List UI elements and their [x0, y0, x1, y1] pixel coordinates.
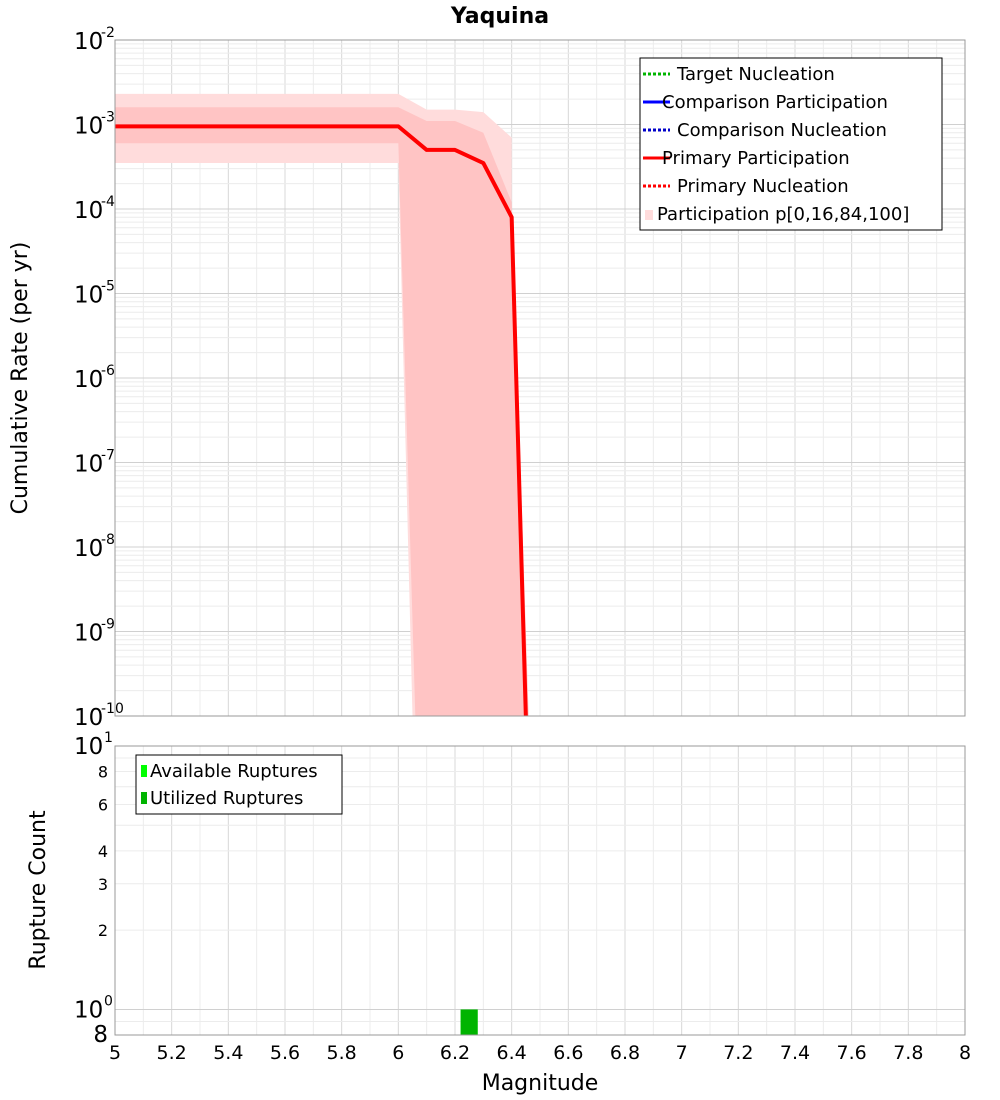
band-inner [115, 107, 529, 717]
y-tick-label: 10 [74, 367, 103, 393]
y-tick-label: 6 [98, 795, 108, 814]
x-tick-label: 7.4 [780, 1042, 810, 1064]
participation-bands [115, 93, 529, 717]
y-tick-exponent: -8 [101, 532, 115, 548]
y-tick-major-label: 10 [74, 734, 103, 760]
y-tick-label: 4 [98, 842, 108, 861]
x-tick-label: 7 [676, 1042, 688, 1064]
x-tick-label: 5 [109, 1042, 121, 1064]
x-tick-label: 6.4 [497, 1042, 527, 1064]
series-primary-nucleation [115, 125, 527, 717]
y-tick-exponent: -10 [101, 701, 124, 717]
legend-label: Utilized Ruptures [150, 788, 303, 809]
y-tick-exponent: 1 [104, 730, 113, 746]
y-tick-exponent: -7 [101, 448, 115, 464]
rupture-legend-box [135, 754, 343, 815]
y-tick-label: 10 [74, 198, 103, 224]
x-tick-label: 7.8 [893, 1042, 923, 1064]
y-tick-exponent: -5 [101, 279, 115, 295]
x-tick-label: 7.2 [723, 1042, 753, 1064]
legend-label: Target Nucleation [676, 64, 835, 85]
y-tick-exponent: -2 [101, 25, 115, 41]
y-tick-label: 10 [74, 621, 103, 647]
x-tick-label: 7.6 [837, 1042, 867, 1064]
y-tick-label: 10 [74, 536, 103, 562]
legend-label: Comparison Nucleation [677, 120, 887, 141]
rate-y-axis-label: Cumulative Rate (per yr) [8, 242, 33, 515]
y-tick-exponent: 0 [104, 993, 113, 1009]
y-tick-label: 10 [74, 283, 103, 309]
x-tick-label: 5.4 [213, 1042, 243, 1064]
rate-plot-frame [114, 39, 966, 717]
y-tick-label: 10 [74, 705, 103, 731]
rate-legend: Target Nucleation Comparison Participatio… [639, 57, 943, 231]
y-tick-exponent: -6 [101, 363, 115, 379]
rate-plot: 10-210-310-410-510-610-710-810-910-10 Cu… [8, 25, 966, 731]
rupture-y-axis-label: Rupture Count [26, 810, 51, 970]
x-tick-label: 5.2 [157, 1042, 187, 1064]
legend-label: Participation p[0,16,84,100] [657, 204, 909, 225]
legend-label: Comparison Participation [662, 92, 888, 113]
rate-legend-box [639, 57, 943, 231]
y-tick-exponent: -9 [101, 617, 115, 633]
x-tick-label: 5.6 [270, 1042, 300, 1064]
magnitude-x-ticks: 5 5.2 5.4 5.6 5.8 6 6.2 6.4 6.6 6.8 7 7.2 7.4 7.6 7.8 8 [109, 1042, 971, 1064]
rate-y-ticks: 10-210-310-410-510-610-710-810-910-10 [74, 25, 124, 731]
x-tick-label: 6.8 [610, 1042, 640, 1064]
legend-label: Available Ruptures [150, 761, 318, 782]
legend-swatch-bar [141, 792, 147, 804]
x-tick-label: 6 [392, 1042, 404, 1064]
x-tick-label: 8 [959, 1042, 971, 1064]
y-tick-label: 2 [98, 921, 108, 940]
rate-series-lines [115, 124, 528, 717]
legend-swatch-bar [141, 765, 147, 777]
y-tick-label: 8 [98, 763, 108, 782]
x-tick-label: 6.2 [440, 1042, 470, 1064]
legend-label: Primary Participation [662, 148, 850, 169]
y-tick-exponent: -4 [101, 194, 115, 210]
y-tick-label: 3 [98, 875, 108, 894]
x-tick-label: 6.6 [553, 1042, 583, 1064]
rupture-plot-frame [114, 745, 966, 1036]
bar-utilized-ruptures [460, 1009, 478, 1035]
x-tick-label: 5.8 [327, 1042, 357, 1064]
y-tick-label: 8 [93, 1022, 108, 1048]
y-tick-label: 10 [74, 452, 103, 478]
chart-title: Yaquina [450, 4, 549, 29]
x-axis-label: Magnitude [482, 1071, 599, 1096]
y-tick-exponent: -3 [101, 110, 115, 126]
y-tick-label: 10 [74, 29, 103, 55]
y-tick-label: 10 [74, 114, 103, 140]
rupture-legend: Available Ruptures Utilized Ruptures [135, 754, 343, 815]
legend-label: Primary Nucleation [677, 176, 849, 197]
legend-swatch-band [645, 210, 653, 220]
y-tick-major-label: 10 [74, 997, 103, 1023]
rupture-bars [460, 1009, 478, 1035]
